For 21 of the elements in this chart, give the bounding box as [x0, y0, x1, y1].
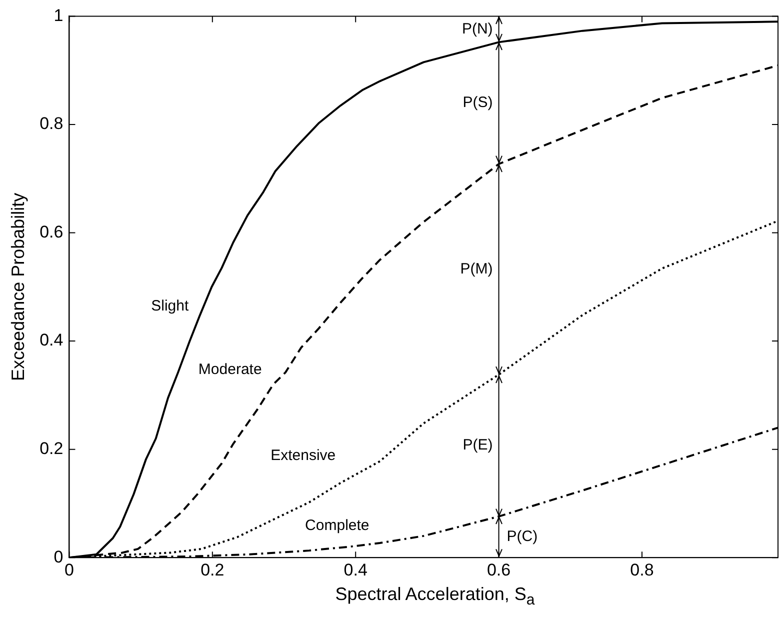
y-tick-label: 0.2	[40, 439, 64, 458]
annotation: P(N)	[462, 20, 493, 38]
series-label: Extensive	[270, 446, 336, 464]
y-axis-title: Exceedance Probability	[8, 192, 28, 381]
x-tick-label: 0.4	[344, 560, 368, 580]
series-label: Complete	[305, 516, 370, 534]
series-label: Moderate	[198, 360, 262, 378]
y-tick-label: 0.4	[40, 330, 64, 350]
x-tick-label: 0.6	[486, 560, 511, 580]
x-axis-title: Spectral Acceleration, S$_{a}$	[334, 584, 536, 609]
y-tick-label: 0.6	[40, 222, 64, 242]
annotation: P(M)	[460, 260, 493, 278]
y-tick-label: 0	[54, 547, 64, 566]
annotation: P(S)	[462, 94, 493, 112]
x-tick-label: 0.2	[200, 560, 224, 580]
annotation: P(E)	[462, 436, 493, 454]
x-tick-label: 0.8	[630, 560, 654, 580]
annotation: P(C)	[506, 528, 538, 546]
y-tick-label: 0.8	[40, 114, 64, 134]
series-label: Slight	[151, 298, 190, 315]
y-tick-label: 1	[54, 6, 64, 25]
